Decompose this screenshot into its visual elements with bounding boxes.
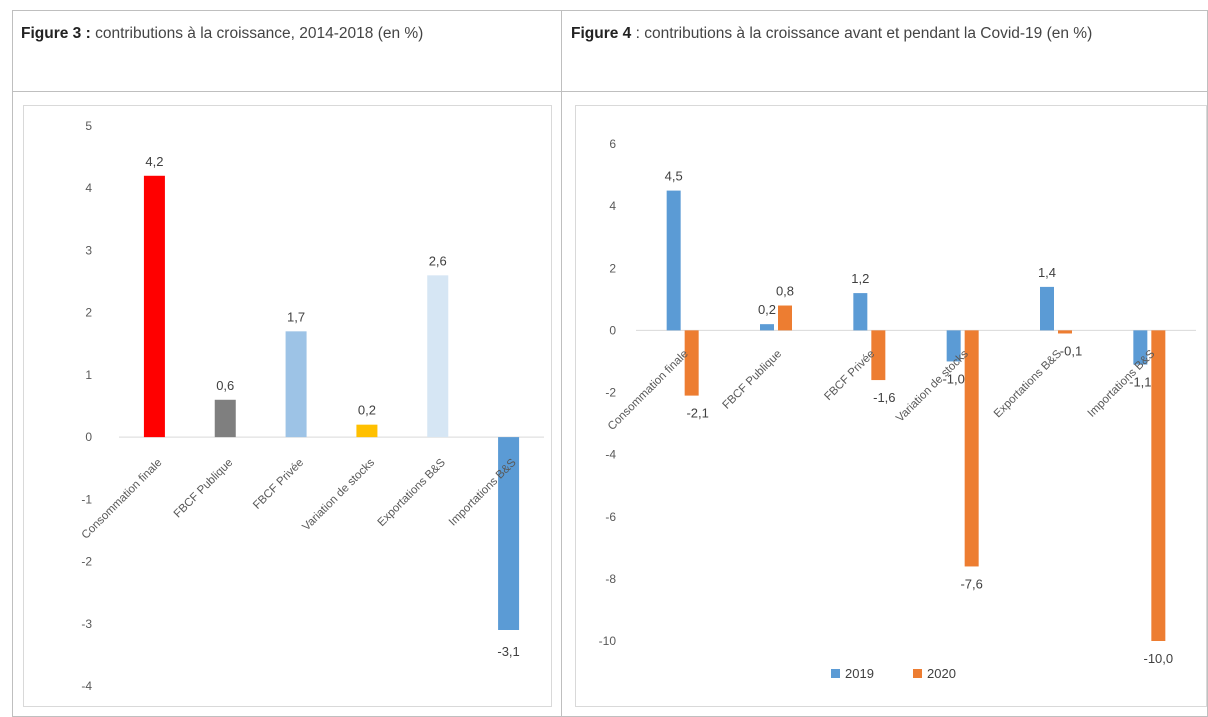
bar-2019-variation-de-stocks <box>946 330 961 362</box>
data-label: -10,0 <box>1144 651 1174 666</box>
y-tick-label: -8 <box>605 572 616 586</box>
bar-2020-consommation-finale <box>684 330 699 396</box>
y-tick-label: 1 <box>85 368 92 382</box>
y-tick-label: 0 <box>609 323 616 337</box>
data-label: 4,2 <box>145 154 163 169</box>
table-column-divider <box>561 11 562 716</box>
data-label: -1,1 <box>1129 375 1151 390</box>
y-tick-label: -1 <box>81 492 92 506</box>
y-tick-label: -2 <box>605 386 616 400</box>
figure3-caption: Figure 3 : contributions à la croissance… <box>21 23 551 45</box>
data-label: 0,2 <box>758 302 776 317</box>
legend-label-2020: 2020 <box>927 666 956 681</box>
y-tick-label: 2 <box>85 306 92 320</box>
bar-2019-importations-bs <box>1133 330 1148 365</box>
data-label: -7,6 <box>960 576 982 591</box>
bar-2020-exportations-bs <box>1058 330 1072 334</box>
legend-swatch-2020 <box>913 669 922 678</box>
bar-fbcf-publique <box>214 399 236 438</box>
data-label: -3,1 <box>497 644 519 659</box>
figure3-chart: 5 4 3 2 1 0 -1 -2 -3 -4 4,2 Consommation finale 0,6 F… <box>80 119 544 693</box>
y-tick-label: 4 <box>609 199 616 213</box>
figure-table: Figure 3 : contributions à la croissance… <box>12 10 1208 717</box>
category-label: FBCF Privée <box>822 348 877 403</box>
y-tick-label: -10 <box>599 634 617 648</box>
data-label: 0,6 <box>216 378 234 393</box>
category-label: FBCF Privée <box>251 457 306 512</box>
y-tick-label: -3 <box>81 617 92 631</box>
y-tick-label: 3 <box>85 243 92 257</box>
y-tick-label: -2 <box>81 555 92 569</box>
data-label: -1,6 <box>873 390 895 405</box>
data-label: -2,1 <box>686 406 708 421</box>
data-label: 1,4 <box>1038 265 1056 280</box>
y-tick-label: 2 <box>609 261 616 275</box>
category-label: Consommation finale <box>80 457 165 542</box>
bar-variation-de-stocks <box>356 424 378 438</box>
data-label: 1,7 <box>287 309 305 324</box>
y-tick-label: -4 <box>81 679 92 693</box>
legend-swatch-2019 <box>831 669 840 678</box>
data-label: 1,2 <box>851 271 869 286</box>
figure4-chart-area: 6 4 2 0 -2 -4 -6 -8 -10 4,5 -2,1 Consommation final… <box>575 105 1207 707</box>
bar-consommation-finale <box>143 175 165 438</box>
bar-2020-fbcf-publique <box>778 305 792 331</box>
data-label: 2,6 <box>429 253 447 268</box>
figure4-caption-label: Figure 4 <box>571 25 632 42</box>
category-label: Variation de stocks <box>300 457 377 534</box>
category-label: FBCF Publique <box>720 348 784 412</box>
data-label: 0,2 <box>358 403 376 418</box>
data-label: -1,0 <box>942 371 964 386</box>
figure3-caption-text: contributions à la croissance, 2014-2018… <box>90 25 424 42</box>
legend-label-2019: 2019 <box>845 666 874 681</box>
y-tick-label: 5 <box>85 119 92 133</box>
data-label: -0,1 <box>1060 343 1082 358</box>
bar-2020-fbcf-priv-e <box>871 330 886 381</box>
bar-exportations-bs <box>427 275 449 438</box>
y-tick-label: -6 <box>605 510 616 524</box>
category-label: Exportations B&S <box>376 457 448 529</box>
table-row-divider <box>13 91 1207 92</box>
figure3-caption-label: Figure 3 : <box>21 25 91 42</box>
category-label: Consommation finale <box>606 348 691 433</box>
bar-2019-exportations-bs <box>1040 286 1054 331</box>
y-tick-label: 6 <box>609 137 616 151</box>
category-label: Exportations B&S <box>992 348 1064 420</box>
bar-2019-fbcf-priv-e <box>853 293 868 331</box>
y-tick-label: -4 <box>605 448 616 462</box>
y-tick-label: 4 <box>85 181 92 195</box>
figure3-chart-area: 5 4 3 2 1 0 -1 -2 -3 -4 4,2 Consommation finale 0,6 F… <box>23 105 552 707</box>
bar-2020-importations-bs <box>1151 330 1166 641</box>
category-label: FBCF Publique <box>172 457 236 521</box>
bar-2020-variation-de-stocks <box>964 330 979 567</box>
data-label: 4,5 <box>665 169 683 184</box>
data-label: 0,8 <box>776 284 794 299</box>
bar-2019-fbcf-publique <box>760 324 774 331</box>
y-tick-label: 0 <box>85 430 92 444</box>
bar-fbcf-priv-e <box>285 331 307 438</box>
bar-2019-consommation-finale <box>666 190 681 331</box>
figure4-caption: Figure 4 : contributions à la croissance… <box>571 23 1191 45</box>
bar-importations-bs <box>498 437 520 630</box>
figure4-caption-text: : contributions à la croissance avant et… <box>631 25 1093 42</box>
